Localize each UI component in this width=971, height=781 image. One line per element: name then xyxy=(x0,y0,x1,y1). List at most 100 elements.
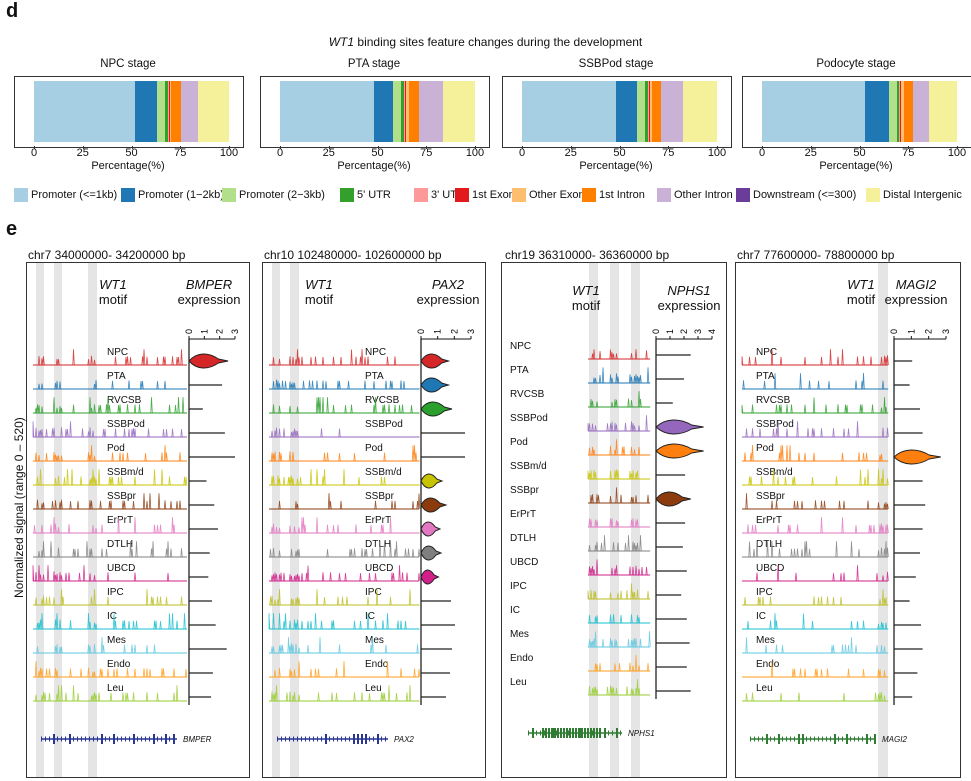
gene-exon xyxy=(593,728,595,738)
gene-exon xyxy=(810,736,811,742)
bar-segment xyxy=(888,81,897,142)
cell-type-label: ErPrT xyxy=(510,509,536,520)
gene-exon xyxy=(141,736,142,742)
gene-exon xyxy=(782,736,783,742)
expression-word: expression xyxy=(177,292,241,307)
stage-chart-frame xyxy=(14,76,244,148)
x-tick-label: 50 xyxy=(125,147,138,159)
bar-segment xyxy=(900,81,902,142)
bar-segment xyxy=(168,81,170,142)
gene-name-label: PAX2 xyxy=(394,735,414,744)
cell-type-label: Leu xyxy=(756,683,773,694)
cell-type-label: Pod xyxy=(510,437,528,448)
bar-segment xyxy=(928,81,957,142)
signal-track xyxy=(269,565,421,582)
stage-title: Podocyte stage xyxy=(816,58,896,70)
legend-label: Distal Intergenic xyxy=(883,189,962,201)
legend-swatch xyxy=(582,188,596,202)
x-tick-label: 50 xyxy=(371,147,384,159)
gene-exon xyxy=(599,728,601,738)
motif-highlight-band xyxy=(272,263,280,777)
gene-exon xyxy=(566,728,568,738)
bar-segment xyxy=(280,81,374,142)
cell-type-label: DTLH xyxy=(107,539,133,550)
signal-track xyxy=(588,654,651,672)
cell-type-label: RVCSB xyxy=(107,395,142,406)
legend-swatch xyxy=(222,188,236,202)
signal-track xyxy=(742,637,889,654)
gene-exon xyxy=(77,736,78,742)
signal-track xyxy=(33,517,187,534)
gene-exon xyxy=(117,736,118,742)
gene-exon xyxy=(830,736,831,742)
motif-word: motif xyxy=(98,292,128,307)
gene-exon xyxy=(145,736,146,742)
cell-type-label: SSBpr xyxy=(107,491,137,502)
x-tick-mark xyxy=(377,146,379,149)
expression-tick-label: 1 xyxy=(199,329,209,334)
x-tick-mark xyxy=(131,146,133,149)
gene-exon xyxy=(790,736,791,742)
cell-type-label: IC xyxy=(756,611,766,622)
signal-track xyxy=(33,396,187,414)
expression-tick-label: 2 xyxy=(679,329,689,334)
gene-exon xyxy=(365,734,367,744)
x-tick-mark xyxy=(717,146,718,149)
gene-exon xyxy=(369,736,370,742)
gene-exon xyxy=(165,734,167,744)
tracks-svg: 0 1 2 3 4 NPC PTA RVCSB SSBPod Pod SSBm/d SSBpr ErPr… xyxy=(510,329,717,738)
cell-type-label: Mes xyxy=(756,635,775,646)
gene-exon xyxy=(301,736,302,742)
x-tick-label: 25 xyxy=(564,147,577,159)
gene-exon xyxy=(105,736,106,742)
cell-type-label: Leu xyxy=(365,683,382,694)
x-tick-mark xyxy=(426,146,428,149)
gene-exon xyxy=(536,730,537,736)
gene-exon xyxy=(569,728,571,738)
bar-segment xyxy=(135,81,157,142)
gene-exon xyxy=(581,728,583,738)
motif-highlight-band xyxy=(589,263,598,777)
cell-type-label: ErPrT xyxy=(107,515,133,526)
gene-exon xyxy=(604,728,606,738)
gene-exon xyxy=(838,736,839,742)
signal-track xyxy=(269,349,420,366)
expression-tick-label: 1 xyxy=(433,329,443,334)
gene-exon xyxy=(834,734,836,744)
cell-type-label: PTA xyxy=(756,371,775,382)
signal-track xyxy=(269,427,420,438)
gene-exon xyxy=(858,736,859,742)
bar-segment xyxy=(408,81,420,142)
expression-gene: NPHS1 xyxy=(667,283,711,298)
expression-gene: MAGI2 xyxy=(895,277,937,292)
signal-track xyxy=(741,349,889,366)
gene-exon xyxy=(568,730,569,736)
cell-type-label: IPC xyxy=(756,587,773,598)
signal-track xyxy=(33,636,187,654)
gene-exon xyxy=(333,736,334,742)
x-tick-label: 50 xyxy=(853,147,866,159)
cell-type-label: Mes xyxy=(365,635,384,646)
signal-track xyxy=(32,565,187,582)
stacked-bar xyxy=(522,81,717,142)
gene-exon xyxy=(862,736,863,742)
bar-segment xyxy=(167,81,169,142)
motif-highlight-band xyxy=(54,263,62,777)
gene-exon xyxy=(620,730,621,736)
signal-track xyxy=(269,540,421,558)
signal-track xyxy=(742,372,889,390)
x-tick-mark xyxy=(619,146,621,149)
bar-segment xyxy=(34,81,136,142)
motif-word: motif xyxy=(571,298,601,313)
gene-exon xyxy=(93,736,94,742)
expression-violin xyxy=(420,497,448,513)
expression-violin xyxy=(420,353,451,369)
bar-segment xyxy=(649,81,652,142)
gene-exon xyxy=(293,736,294,742)
gene-exon xyxy=(822,736,823,742)
expression-gene: PAX2 xyxy=(431,277,465,292)
expression-word: expression xyxy=(416,292,480,307)
gene-exon xyxy=(157,736,158,742)
cell-type-label: Endo xyxy=(107,659,131,670)
bar-segment xyxy=(403,81,405,142)
